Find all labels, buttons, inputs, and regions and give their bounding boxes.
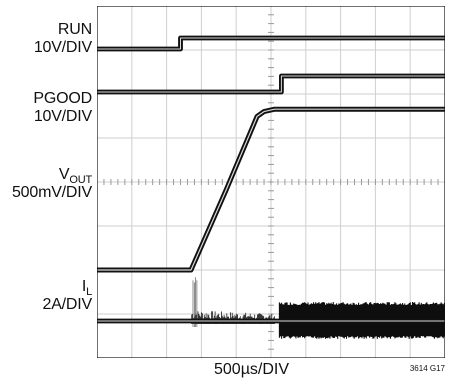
vout-scale: 500mV/DIV bbox=[11, 184, 92, 201]
pgood-label: PGOOD bbox=[33, 90, 92, 107]
il-label-sub: L bbox=[86, 286, 92, 298]
il-noise-burst bbox=[192, 277, 198, 327]
run-label: RUN bbox=[57, 21, 92, 38]
x-axis-label: 500µs/DIV bbox=[214, 361, 290, 378]
run-scale: 10V/DIV bbox=[33, 39, 92, 56]
vout-label-main: V bbox=[58, 166, 70, 183]
trace-run-core bbox=[97, 37, 445, 50]
il-scale: 2A/DIV bbox=[42, 296, 93, 313]
traces bbox=[97, 35, 445, 324]
trace-pgood bbox=[97, 73, 445, 95]
vout-label-sub: OUT bbox=[69, 174, 92, 186]
trace-run bbox=[97, 35, 445, 52]
pgood-channel-label: PGOOD 10V/DIV bbox=[0, 90, 92, 126]
trace-vout bbox=[97, 106, 445, 273]
run-channel-label: RUN 10V/DIV bbox=[0, 21, 92, 57]
il-channel-label: IL 2A/DIV bbox=[0, 278, 93, 314]
vout-channel-label: VOUT 500mV/DIV bbox=[0, 166, 92, 202]
il-label-main: I bbox=[81, 278, 87, 295]
oscilloscope-plot bbox=[97, 6, 445, 358]
pgood-scale: 10V/DIV bbox=[33, 108, 92, 125]
il-switching-noise bbox=[191, 277, 445, 339]
trace-vout-core bbox=[97, 108, 445, 271]
figure-id: 3614 G17 bbox=[409, 364, 445, 373]
trace-pgood-core bbox=[97, 75, 445, 93]
